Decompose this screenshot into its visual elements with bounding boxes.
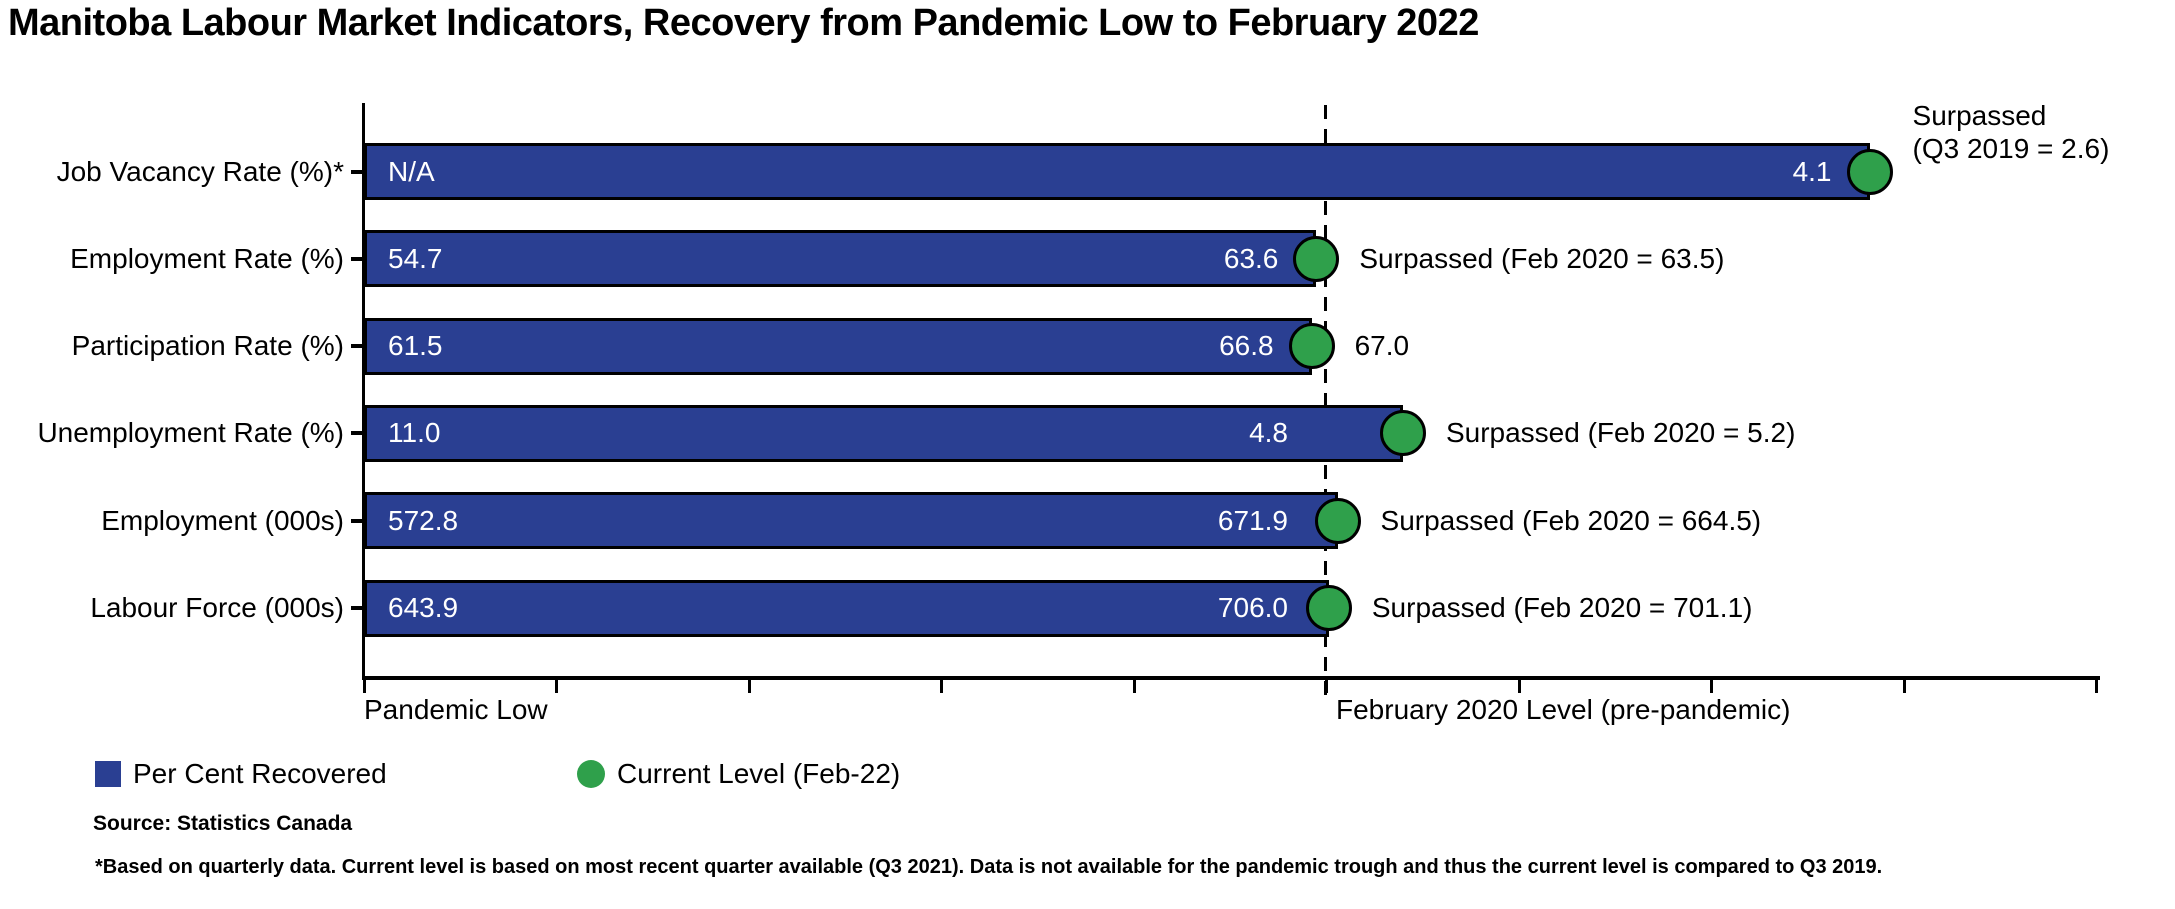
- bar-annotation: Surpassed (Feb 2020 = 5.2): [1446, 416, 1795, 449]
- x-axis-tick: [1517, 680, 1521, 693]
- pandemic-low-value: 54.7: [388, 242, 443, 274]
- bar-annotation: Surpassed (Q3 2019 = 2.6): [1913, 99, 2110, 165]
- chart-title: Manitoba Labour Market Indicators, Recov…: [8, 2, 1479, 44]
- x-axis-tick: [940, 680, 944, 693]
- bar-annotation: Surpassed (Feb 2020 = 63.5): [1359, 242, 1724, 275]
- x-axis-label-pandemic-low: Pandemic Low: [364, 694, 548, 725]
- current-level-dot: [1379, 410, 1426, 457]
- current-value: 4.1: [1792, 155, 1832, 187]
- category-label: Job Vacancy Rate (%)*: [56, 155, 344, 187]
- bar-annotation-line: Surpassed (Feb 2020 = 701.1): [1371, 592, 1753, 623]
- recovery-bar: [364, 492, 1338, 550]
- category-label: Employment (000s): [101, 504, 344, 536]
- feb-2020-reference-line: [1324, 105, 1327, 701]
- current-value: 706.0: [1217, 592, 1288, 623]
- category-tick: [351, 169, 362, 174]
- x-axis-tick: [555, 680, 559, 693]
- current-value: 63.6: [1223, 242, 1279, 274]
- footnote: *Based on quarterly data. Current level …: [95, 856, 1883, 878]
- recovery-bar: [364, 230, 1317, 288]
- current-value: 66.8: [1219, 330, 1274, 362]
- y-axis-line: [362, 103, 365, 676]
- bar-annotation: Surpassed (Feb 2020 = 701.1): [1372, 591, 1753, 624]
- legend-bar-swatch: [95, 761, 121, 787]
- current-level-dot: [1846, 148, 1893, 195]
- category-label: Labour Force (000s): [90, 592, 344, 623]
- pandemic-low-value: N/A: [388, 155, 435, 187]
- current-level-dot: [1288, 323, 1335, 370]
- legend-dot-marker: [577, 760, 605, 788]
- category-label: Employment Rate (%): [70, 242, 344, 274]
- category-tick: [351, 518, 362, 523]
- bar-annotation: 67.0: [1355, 329, 1410, 362]
- bar-annotation-line: Surpassed (Feb 2020 = 664.5): [1380, 504, 1762, 536]
- bar-annotation: Surpassed (Feb 2020 = 664.5): [1381, 504, 1762, 537]
- current-level-dot: [1305, 585, 1352, 631]
- x-axis-tick: [1710, 680, 1714, 693]
- x-axis-tick: [1902, 680, 1906, 693]
- x-axis-tick: [1132, 680, 1136, 693]
- pandemic-low-value: 61.5: [388, 330, 443, 362]
- category-tick: [351, 431, 362, 436]
- current-level-dot: [1293, 235, 1340, 282]
- x-axis-line: [362, 676, 2100, 680]
- category-label: Participation Rate (%): [71, 330, 344, 362]
- current-level-dot: [1314, 497, 1361, 544]
- x-axis-tick: [363, 680, 366, 693]
- x-axis-tick: [1325, 680, 1329, 693]
- pandemic-low-value: 572.8: [388, 504, 459, 536]
- legend-dot-label: Current Level (Feb-22): [617, 758, 901, 789]
- legend-bar-label: Per Cent Recovered: [133, 758, 387, 789]
- pandemic-low-value: 11.0: [388, 417, 441, 449]
- category-tick: [351, 344, 362, 349]
- category-tick: [351, 256, 362, 261]
- bar-annotation-line: Surpassed (Feb 2020 = 63.5): [1359, 242, 1725, 274]
- bar-annotation-line: Surpassed (Feb 2020 = 5.2): [1445, 417, 1796, 449]
- category-label: Unemployment Rate (%): [37, 417, 344, 449]
- source-note: Source: Statistics Canada: [93, 812, 353, 835]
- bar-annotation-line: 67.0: [1354, 330, 1410, 362]
- category-tick: [351, 606, 362, 610]
- x-axis-tick: [747, 680, 751, 693]
- recovery-bar: [364, 317, 1312, 375]
- recovery-bar: [364, 404, 1403, 462]
- bar-annotation-line: Surpassed: [1912, 99, 2047, 131]
- current-value: 671.9: [1217, 504, 1288, 536]
- bar-annotation-line: (Q3 2019 = 2.6): [1912, 132, 2110, 164]
- pandemic-low-value: 643.9: [388, 592, 459, 623]
- x-axis-label-feb-2020: February 2020 Level (pre-pandemic): [1336, 694, 1791, 725]
- current-value: 4.8: [1249, 417, 1288, 449]
- x-axis-tick: [2095, 680, 2098, 693]
